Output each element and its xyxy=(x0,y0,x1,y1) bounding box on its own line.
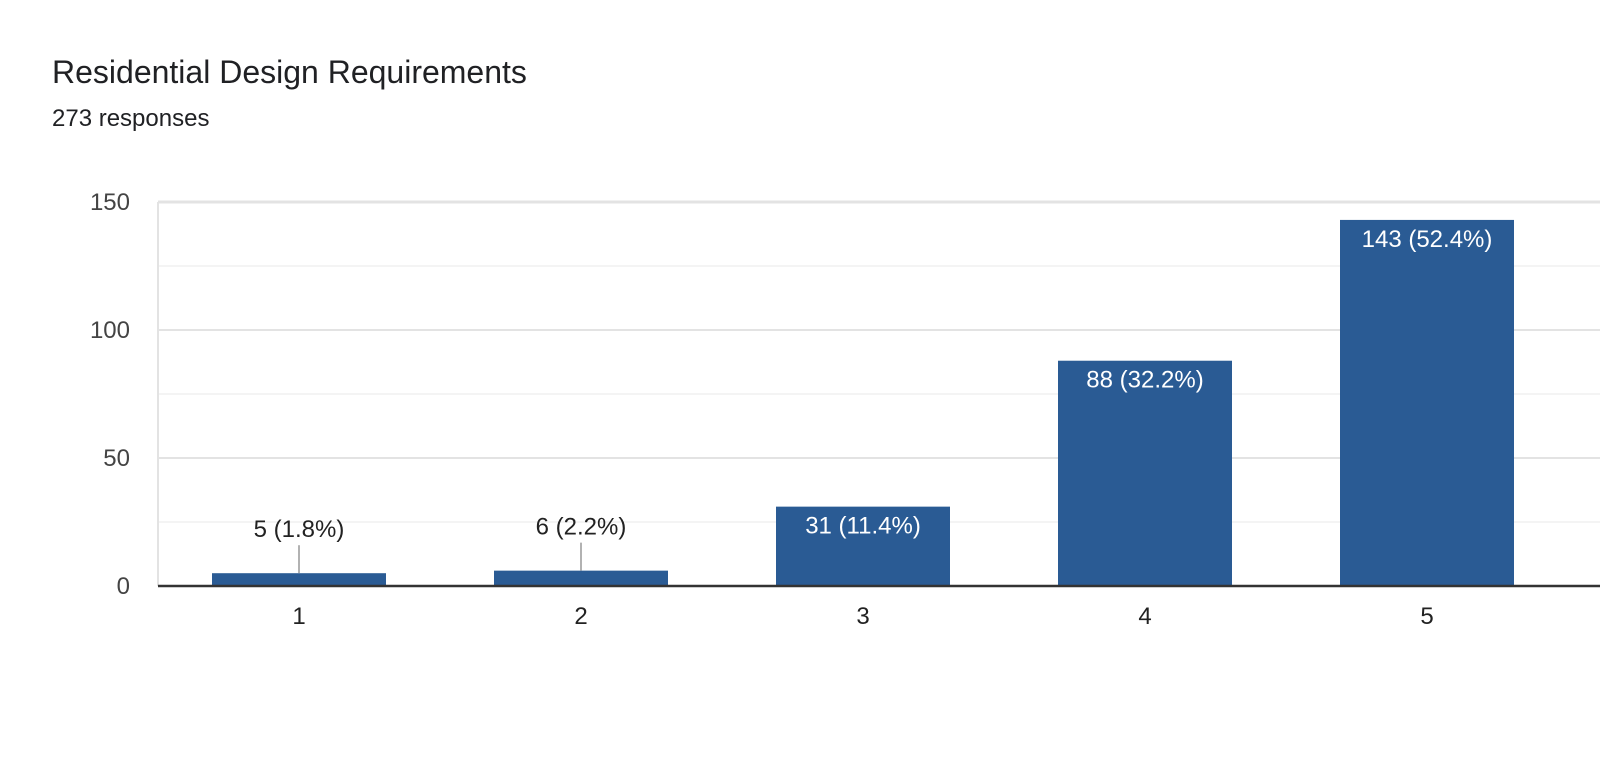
y-tick-label: 150 xyxy=(90,189,130,216)
bar-1 xyxy=(212,573,386,586)
bar-5 xyxy=(1340,219,1514,587)
x-tick-label: 4 xyxy=(1138,603,1151,630)
data-label: 6 (2.2%) xyxy=(536,514,627,541)
bar-2 xyxy=(494,570,668,586)
x-tick-label: 2 xyxy=(574,603,587,630)
y-tick-label: 0 xyxy=(117,573,130,600)
data-label: 143 (52.4%) xyxy=(1362,226,1493,253)
data-label: 88 (32.2%) xyxy=(1086,367,1203,394)
response-count: 273 responses xyxy=(52,105,210,132)
y-tick-label: 100 xyxy=(90,317,130,344)
y-tick-label: 50 xyxy=(103,445,130,472)
bar-3 xyxy=(776,506,950,586)
data-label: 5 (1.8%) xyxy=(254,516,345,543)
x-tick-label: 1 xyxy=(292,603,305,630)
chart-title: Residential Design Requirements xyxy=(52,54,527,90)
x-tick-label: 5 xyxy=(1420,603,1433,630)
bar-4 xyxy=(1058,360,1232,586)
data-label: 31 (11.4%) xyxy=(805,513,921,540)
x-tick-label: 3 xyxy=(856,603,869,630)
